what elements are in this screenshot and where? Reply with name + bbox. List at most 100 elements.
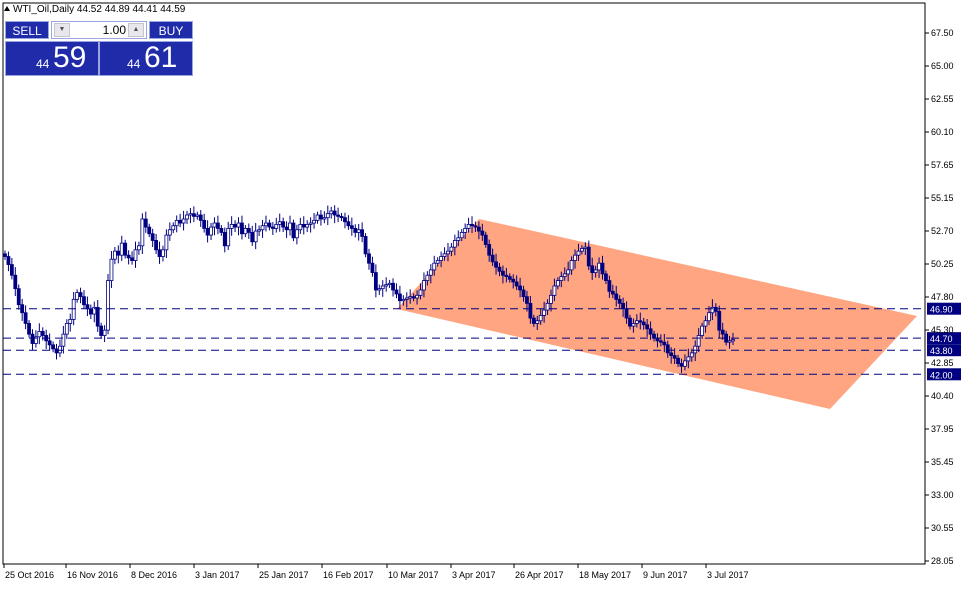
candle-body bbox=[212, 222, 217, 228]
candle-body bbox=[243, 228, 248, 235]
volume-decrease-arrow-icon[interactable]: ▼ bbox=[54, 23, 70, 37]
candle-body bbox=[209, 226, 213, 236]
candle-body bbox=[676, 357, 680, 364]
candle-body bbox=[586, 246, 591, 267]
candle-body bbox=[219, 228, 224, 233]
candle-body bbox=[178, 219, 183, 224]
candle-body bbox=[116, 250, 121, 256]
candle-body bbox=[538, 315, 543, 322]
candle-body bbox=[459, 232, 464, 239]
y-axis-tick-label: 42.85 bbox=[931, 358, 954, 368]
candle-body bbox=[473, 225, 478, 228]
candle-body bbox=[713, 306, 718, 312]
candle-body bbox=[240, 222, 244, 235]
candle-body bbox=[130, 257, 134, 261]
candle-body bbox=[191, 213, 196, 217]
candle-body bbox=[154, 240, 158, 251]
sell-button[interactable]: SELL bbox=[5, 21, 49, 39]
candle-body bbox=[555, 280, 560, 287]
candle-body bbox=[291, 222, 296, 239]
x-axis-tick-label: 3 Apr 2017 bbox=[452, 570, 496, 580]
y-axis-tick-label: 52.70 bbox=[931, 226, 954, 236]
level-label-box bbox=[927, 344, 961, 357]
candle-body bbox=[377, 288, 382, 291]
candle-body bbox=[717, 310, 722, 331]
candle-body bbox=[707, 312, 711, 322]
candle-body bbox=[411, 296, 416, 299]
collapse-triangle-icon[interactable] bbox=[4, 6, 10, 11]
candle-body bbox=[164, 234, 169, 251]
candle-body bbox=[71, 298, 76, 320]
candle-body bbox=[720, 329, 725, 335]
x-axis-tick-label: 3 Jan 2017 bbox=[195, 570, 240, 580]
y-axis-tick-label: 67.50 bbox=[931, 28, 954, 38]
candle-body bbox=[102, 329, 107, 336]
volume-field[interactable]: ▼ 1.00 ▲ bbox=[51, 21, 147, 39]
candle-body bbox=[439, 256, 444, 261]
candle-body bbox=[51, 344, 55, 350]
candle-body bbox=[652, 333, 656, 339]
candle-body bbox=[356, 229, 361, 233]
candle-body bbox=[202, 219, 207, 229]
x-axis-tick-label: 26 Apr 2017 bbox=[515, 570, 564, 580]
bid-price-button[interactable]: 44 59 bbox=[5, 41, 99, 76]
candle-body bbox=[92, 306, 97, 315]
buy-button[interactable]: BUY bbox=[149, 21, 193, 39]
candle-body bbox=[123, 242, 128, 256]
x-axis-tick-label: 25 Oct 2016 bbox=[5, 570, 54, 580]
y-axis-tick-label: 40.40 bbox=[931, 391, 954, 401]
ask-price-button[interactable]: 44 61 bbox=[99, 41, 193, 76]
candle-body bbox=[641, 321, 646, 326]
candle-body bbox=[58, 345, 62, 354]
candle-body bbox=[562, 273, 567, 277]
x-axis-tick-label: 10 Mar 2017 bbox=[388, 570, 439, 580]
y-axis-tick-label: 50.25 bbox=[931, 259, 954, 269]
level-label-text: 46.90 bbox=[930, 305, 953, 315]
candle-body bbox=[315, 214, 320, 221]
candle-body bbox=[264, 222, 268, 227]
candle-body bbox=[301, 223, 306, 228]
candle-body bbox=[480, 230, 485, 236]
candle-body bbox=[6, 256, 11, 265]
candle-body bbox=[398, 293, 402, 302]
candle-body bbox=[552, 285, 557, 296]
candle-body bbox=[600, 262, 605, 275]
candle-body bbox=[281, 221, 286, 228]
y-axis-tick-label: 57.65 bbox=[931, 160, 954, 170]
candle-body bbox=[665, 344, 670, 354]
candle-body bbox=[161, 249, 165, 257]
candle-body bbox=[662, 341, 667, 346]
candle-body bbox=[363, 236, 368, 255]
candle-body bbox=[16, 288, 21, 306]
candle-body bbox=[222, 232, 227, 247]
x-axis-tick-label: 9 Jun 2017 bbox=[643, 570, 688, 580]
volume-input[interactable]: 1.00 bbox=[102, 23, 126, 37]
candle-body bbox=[497, 266, 502, 272]
candle-body bbox=[353, 228, 358, 233]
candle-body bbox=[257, 229, 262, 232]
y-axis-tick-label: 33.00 bbox=[931, 490, 954, 500]
candle-body bbox=[380, 285, 385, 290]
candle-body bbox=[418, 289, 423, 296]
candle-body bbox=[106, 280, 110, 331]
price-channel[interactable] bbox=[397, 219, 917, 409]
candle-body bbox=[487, 244, 492, 256]
candle-body bbox=[167, 229, 172, 236]
candle-body bbox=[27, 323, 31, 335]
candle-body bbox=[229, 223, 234, 229]
candle-body bbox=[284, 226, 289, 231]
candle-body bbox=[288, 222, 292, 231]
bid-price-digits: 59 bbox=[53, 41, 87, 74]
volume-increase-arrow-icon[interactable]: ▲ bbox=[128, 23, 144, 37]
candle-body bbox=[672, 355, 677, 359]
candle-body bbox=[360, 229, 365, 237]
candle-body bbox=[470, 223, 474, 227]
level-label-box bbox=[927, 302, 961, 315]
y-axis-tick-label: 65.00 bbox=[931, 61, 954, 71]
candle-body bbox=[253, 230, 258, 243]
candle-body bbox=[54, 348, 59, 354]
y-axis-tick-label: 60.10 bbox=[931, 127, 954, 137]
candle-body bbox=[391, 282, 395, 291]
